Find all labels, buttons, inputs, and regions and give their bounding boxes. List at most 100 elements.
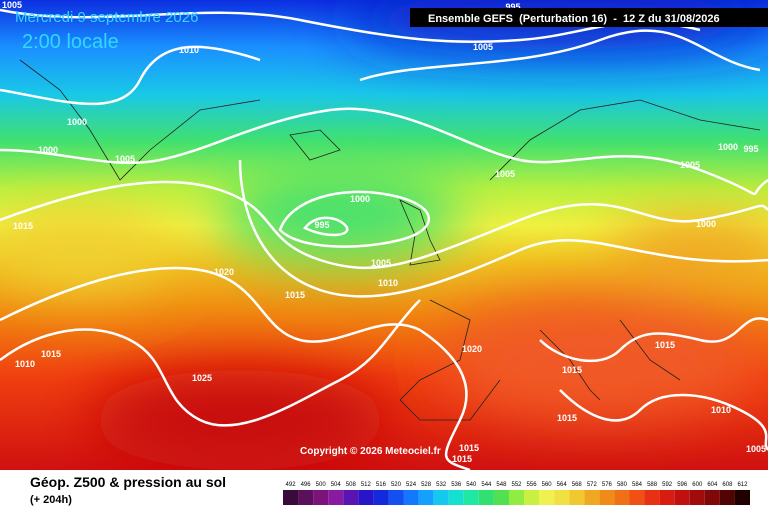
isobar-labels: 1005 995 1005 1010 1000 1000 1005 1000 995 1005 10… [2, 0, 766, 464]
legend-label: 492 [286, 482, 297, 488]
legend-swatch [313, 490, 329, 505]
legend-swatch [569, 490, 585, 505]
legend-label: 516 [376, 482, 387, 488]
isobar-label: 1020 [462, 344, 482, 354]
legend-label: 496 [301, 482, 312, 488]
legend-swatch [704, 490, 720, 505]
isobar-label: 1015 [13, 221, 33, 231]
legend-swatch [328, 490, 344, 505]
isobar-label: 1000 [718, 142, 738, 152]
legend-swatch [719, 490, 735, 505]
isobar-label: 995 [743, 144, 758, 154]
isobar-label: 1010 [711, 405, 731, 415]
legend-label: 524 [406, 482, 417, 488]
footer-title: Géop. Z500 & pression au sol [30, 474, 226, 490]
legend-label: 556 [527, 482, 538, 488]
isobar-label: 1000 [350, 194, 370, 204]
legend-label: 596 [677, 482, 688, 488]
legend-swatch [584, 490, 600, 505]
isobar-label: 1015 [562, 365, 582, 375]
isobar-label: 1005 [371, 258, 391, 268]
legend-label: 504 [331, 482, 342, 488]
legend-label: 588 [647, 482, 658, 488]
isobar-label: 1010 [179, 45, 199, 55]
legend-label: 552 [511, 482, 522, 488]
legend-label: 600 [692, 482, 703, 488]
legend-label: 568 [572, 482, 583, 488]
legend-swatch [674, 490, 690, 505]
legend-label: 604 [707, 482, 718, 488]
isobar-label: 1025 [192, 373, 212, 383]
legend-swatch [283, 490, 299, 505]
legend-label: 584 [632, 482, 643, 488]
isobar-label: 1015 [452, 454, 472, 464]
legend-swatch [554, 490, 570, 505]
isobar-label: 1015 [41, 349, 61, 359]
legend-swatch [358, 490, 374, 505]
isobar-label: 1015 [557, 413, 577, 423]
legend-swatch [539, 490, 555, 505]
legend-label: 544 [481, 482, 492, 488]
legend-label: 508 [346, 482, 357, 488]
legend-label: 528 [421, 482, 432, 488]
legend-swatch [478, 490, 494, 505]
legend-label: 572 [587, 482, 598, 488]
legend-swatch [614, 490, 630, 505]
legend-label: 608 [722, 482, 733, 488]
legend-label: 500 [316, 482, 327, 488]
isobar-label: 1000 [67, 117, 87, 127]
legend-swatch [644, 490, 660, 505]
legend-swatch [388, 490, 404, 505]
legend-label: 564 [557, 482, 568, 488]
legend-label: 612 [737, 482, 748, 488]
run-info: Ensemble GEFS (Perturbation 16) - 12 Z d… [428, 13, 720, 25]
legend-label: 536 [451, 482, 462, 488]
isobars [0, 8, 768, 472]
legend-swatch [463, 490, 479, 505]
isobar-label: 1005 [2, 0, 22, 10]
legend-swatch [298, 490, 314, 505]
legend-swatch [448, 490, 464, 505]
footer-lead: (+ 204h) [30, 494, 72, 506]
coastlines [19, 59, 761, 421]
forecast-time: 2:00 locale [22, 31, 119, 53]
legend-swatch [493, 490, 509, 505]
isobar-label: 1000 [38, 145, 58, 155]
isobar-label: 1015 [655, 340, 675, 350]
legend-swatch [433, 490, 449, 505]
isobar-label: 1015 [285, 290, 305, 300]
isobar-label: 1005 [495, 169, 515, 179]
isobar-label: 1005 [473, 42, 493, 52]
legend-label: 532 [436, 482, 447, 488]
color-legend: 492 496 500 504 508 512 516 520 524 528 532 536 540 5… [283, 482, 750, 505]
legend-swatch [689, 490, 705, 505]
legend-label: 576 [602, 482, 613, 488]
legend-label: 540 [466, 482, 477, 488]
legend-swatch [418, 490, 434, 505]
isobar-label: 1005 [746, 444, 766, 454]
isobar-label: 995 [314, 220, 329, 230]
legend-swatch [599, 490, 615, 505]
isobar-label: 995 [505, 2, 520, 12]
legend-swatch [403, 490, 419, 505]
isobar-label: 1000 [696, 219, 716, 229]
legend-label: 592 [662, 482, 673, 488]
legend-label: 548 [496, 482, 507, 488]
legend-label: 580 [617, 482, 628, 488]
legend-swatch [629, 490, 645, 505]
isobar-label: 1020 [214, 267, 234, 277]
legend-swatch [373, 490, 389, 505]
forecast-date: Mercredi 9 septembre 2026 [15, 9, 198, 26]
isobar-label: 1010 [15, 359, 35, 369]
isobar-label: 1005 [115, 154, 135, 164]
isobar-label: 1010 [378, 278, 398, 288]
legend-swatch [343, 490, 359, 505]
isobar-label: 1015 [459, 443, 479, 453]
copyright: Copyright © 2026 Meteociel.fr [300, 446, 441, 457]
legend-label: 520 [391, 482, 402, 488]
run-bar [410, 8, 768, 27]
legend-swatch [734, 490, 750, 505]
legend-label: 512 [361, 482, 372, 488]
legend-label: 560 [542, 482, 553, 488]
